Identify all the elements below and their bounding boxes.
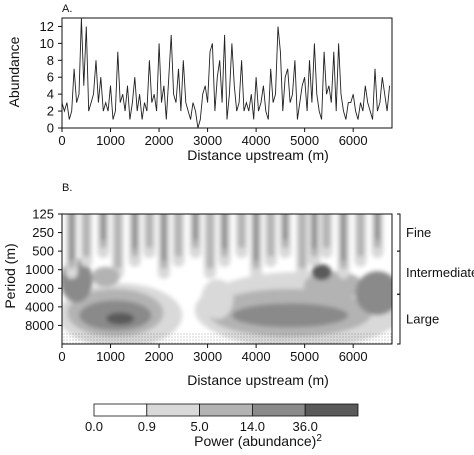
power-contour <box>267 214 275 257</box>
colorbar-tick-label: 14.0 <box>240 419 265 434</box>
abundance-line <box>61 17 391 129</box>
panel-b-y-tick-label: 250 <box>32 225 54 240</box>
panel-a-y-tick-label: 2 <box>47 104 54 119</box>
panel-b-x-tick-label: 3000 <box>193 349 222 364</box>
power-contour <box>312 214 317 249</box>
power-contour <box>355 271 392 316</box>
power-contour <box>238 214 246 249</box>
panel-a-x-tick-label: 4000 <box>242 133 271 148</box>
panel-a-y-tick-label: 12 <box>40 19 54 34</box>
band-bracket <box>397 250 401 295</box>
panel-b-y-tick-label: 1000 <box>25 262 54 277</box>
colorbar-title: Power (abundance)2 <box>194 433 322 449</box>
band-label: Intermediate <box>406 265 474 280</box>
power-contour <box>145 214 153 249</box>
panel-b-label: B. <box>62 182 72 194</box>
colorbar-swatch <box>304 403 359 417</box>
power-contour <box>132 214 137 249</box>
power-contour <box>375 214 380 241</box>
panel-a-x-tick-label: 1000 <box>96 133 125 148</box>
colorbar-tick-label: 36.0 <box>293 419 318 434</box>
colorbar-swatch <box>93 403 148 417</box>
power-contour <box>91 266 120 287</box>
colorbar-tick-label: 0.0 <box>85 419 103 434</box>
panel-b-x-tick-label: 0 <box>58 349 65 364</box>
power-contour <box>106 312 135 325</box>
panel-a-x-tick-label: 2000 <box>145 133 174 148</box>
power-contour <box>114 214 122 269</box>
panel-a-label: A. <box>62 3 72 15</box>
panel-b-y-tick-label: 2000 <box>25 281 54 296</box>
power-contour <box>193 214 198 241</box>
colorbar-swatch <box>146 403 201 417</box>
power-contour <box>341 214 346 261</box>
power-contour <box>174 214 182 257</box>
panel-a-ylabel: Abundance <box>6 36 22 107</box>
power-contour <box>283 214 288 241</box>
panel-b-y-tick-label: 500 <box>32 244 54 259</box>
panel-a-y-tick-label: 0 <box>47 121 54 136</box>
panel-a-y-tick-label: 4 <box>47 87 54 102</box>
power-contour <box>356 214 364 257</box>
panel-b-xlabel: Distance upstream (m) <box>187 372 329 388</box>
panel-a-y-tick-label: 10 <box>40 36 54 51</box>
panel-a-x-tick-label: 5000 <box>290 133 319 148</box>
power-contour <box>201 279 234 320</box>
panel-b-x-tick-label: 6000 <box>339 349 368 364</box>
panel-a-y-tick-label: 8 <box>47 53 54 68</box>
panel-b-y-tick-label: 4000 <box>25 299 54 314</box>
power-contour <box>69 214 74 261</box>
band-label: Fine <box>406 225 431 240</box>
colorbar-tick-label: 0.9 <box>138 419 156 434</box>
power-contour <box>311 264 332 281</box>
panel-b-x-tick-label: 5000 <box>290 349 319 364</box>
panel-b-ylabel: Period (m) <box>2 243 18 308</box>
power-contour <box>232 303 349 328</box>
colorbar-tick-label: 5.0 <box>191 419 209 434</box>
colorbar-swatch <box>199 403 253 417</box>
power-contour <box>222 214 227 249</box>
panel-a-x-tick-label: 3000 <box>193 133 222 148</box>
band-label: Large <box>406 312 439 327</box>
panel-b-x-tick-label: 1000 <box>96 349 125 364</box>
band-bracket <box>397 213 401 252</box>
colorbar-swatch <box>251 403 306 417</box>
power-contour <box>82 214 90 257</box>
power-contour <box>254 214 259 261</box>
panel-a-x-tick-label: 0 <box>58 133 65 148</box>
panel-b-plot-area <box>61 213 393 345</box>
power-contour <box>322 214 330 249</box>
panel-b-x-tick-label: 2000 <box>145 349 174 364</box>
cone-of-influence <box>63 333 392 344</box>
panel-a-plot-area <box>61 17 393 129</box>
panel-a-y-tick-label: 6 <box>47 70 54 85</box>
power-contour <box>101 214 106 241</box>
panel-b-x-tick-label: 4000 <box>242 349 271 364</box>
wavelet-power-heatmap <box>62 214 392 344</box>
power-contour <box>161 214 166 261</box>
power-contour <box>206 214 214 269</box>
power-contour <box>298 214 306 269</box>
panel-b-y-tick-label: 125 <box>32 207 54 222</box>
band-bracket <box>397 293 401 345</box>
panel-a-x-tick-label: 6000 <box>339 133 368 148</box>
panel-a-xlabel: Distance upstream (m) <box>187 147 329 163</box>
panel-b-y-tick-label: 8000 <box>25 318 54 333</box>
